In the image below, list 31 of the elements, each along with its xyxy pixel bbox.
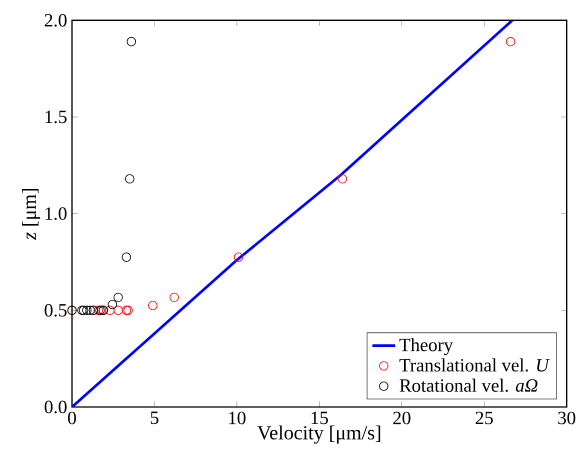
point [108, 300, 118, 310]
x-tick-label: 5 [150, 412, 158, 424]
y-tick-label: 1.5 [46, 110, 67, 124]
y-tick-label: 1.0 [46, 207, 67, 220]
point [148, 300, 158, 310]
point [125, 174, 134, 184]
point [126, 36, 136, 46]
legend-label: Theory [399, 338, 453, 356]
legend-label: Rotational vel. aΩ [400, 378, 538, 392]
point [338, 174, 348, 184]
point [105, 306, 115, 315]
point [234, 252, 244, 262]
point [506, 36, 516, 46]
y-axis-title: z [μm] [22, 188, 40, 240]
x-tick-label: 30 [558, 412, 576, 424]
point [85, 306, 95, 315]
y-tick-label: 2.0 [44, 14, 67, 27]
point [114, 292, 123, 302]
point [82, 306, 92, 315]
point [114, 306, 123, 315]
x-axis-title: Velocity [μm/s] [257, 425, 380, 444]
x-tick-label: 15 [312, 412, 328, 424]
y-tick-label: 0.5 [44, 304, 67, 317]
x-tick-label: 10 [229, 412, 246, 424]
y-tick-label: 0.0 [44, 400, 67, 414]
point [122, 252, 132, 262]
x-tick-label: 25 [476, 412, 493, 424]
x-tick-label: 20 [393, 412, 410, 424]
x-tick-label: 0 [68, 412, 76, 424]
legend-label: Translational vel. U [399, 358, 550, 372]
point [170, 292, 179, 302]
